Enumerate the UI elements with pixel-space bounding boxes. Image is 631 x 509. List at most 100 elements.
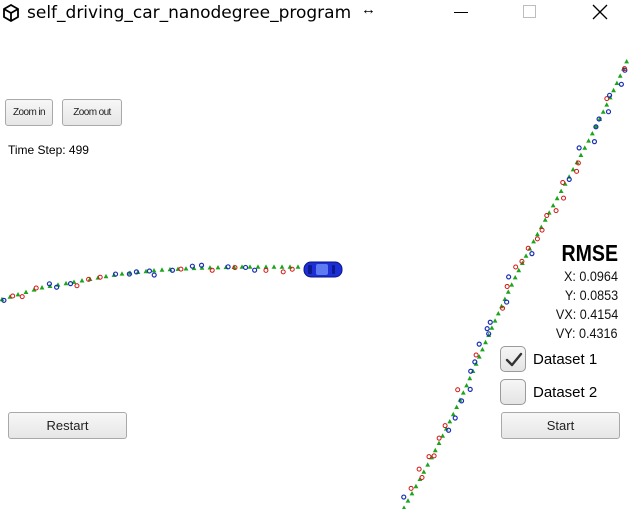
estimate-marker (460, 390, 466, 395)
estimate-marker (79, 278, 85, 283)
lidar-marker (525, 245, 531, 251)
radar-marker (126, 271, 132, 277)
estimate-marker (582, 145, 588, 150)
resize-horizontal-icon[interactable]: ↔ (361, 1, 376, 18)
radar-marker (151, 272, 157, 278)
rmse-vx-label: VX: (555, 306, 576, 322)
radar-marker (112, 271, 119, 277)
rmse-y-label: Y: (564, 287, 576, 303)
estimate-marker (413, 483, 419, 489)
lidar-marker (504, 283, 510, 289)
estimate-marker (554, 195, 560, 201)
radar-marker (401, 494, 407, 500)
rmse-vy-label: VY: (556, 325, 576, 341)
estimate-marker (542, 217, 548, 222)
estimate-marker (263, 264, 269, 269)
radar-marker (576, 145, 582, 151)
estimate-marker (63, 280, 69, 286)
estimate-marker (489, 325, 495, 330)
lidar-marker (97, 274, 103, 280)
lidar-marker (209, 267, 215, 273)
estimate-marker (604, 102, 610, 107)
lidar-marker (544, 212, 550, 218)
car-icon (303, 261, 343, 278)
lidar-marker (442, 423, 448, 429)
estimate-marker (440, 433, 446, 438)
estimate-marker (454, 404, 460, 409)
lidar-marker (519, 258, 525, 264)
estimate-marker (624, 59, 630, 64)
estimate-marker (167, 266, 173, 272)
estimate-marker (535, 231, 540, 237)
dataset-2-label[interactable]: Dataset 2 (533, 384, 598, 401)
estimate-marker (614, 80, 620, 85)
radar-marker (146, 268, 153, 274)
lidar-marker (431, 453, 437, 459)
lidar-marker (419, 475, 425, 481)
estimate-marker (593, 123, 599, 129)
lidar-marker (289, 266, 295, 272)
estimate-marker (447, 419, 453, 424)
estimate-marker (578, 152, 584, 157)
lidar-marker (534, 236, 540, 242)
start-button[interactable]: Start (501, 412, 620, 439)
radar-marker (198, 262, 205, 268)
lidar-marker (86, 276, 92, 282)
dataset-2-checkbox[interactable] (500, 379, 526, 405)
radar-marker (618, 81, 624, 87)
radar-marker (467, 386, 473, 392)
estimate-marker (15, 292, 21, 297)
lidar-marker (33, 285, 39, 291)
rmse-y: Y: 0.0853 (565, 287, 618, 303)
radar-marker (486, 331, 492, 337)
estimate-marker (405, 498, 411, 503)
lidar-marker (178, 266, 184, 272)
lidar-marker (574, 168, 580, 174)
time-step-value: 499 (68, 143, 89, 157)
minimize-button[interactable] (438, 0, 484, 26)
lidar-marker (408, 485, 414, 491)
time-step: Time Step: 499 (8, 143, 89, 157)
radar-marker (445, 427, 452, 433)
unity-icon (3, 4, 19, 22)
dataset-1-label[interactable]: Dataset 1 (533, 351, 598, 368)
zoom-out-button[interactable]: Zoom out (62, 99, 122, 126)
rmse-vx: VX: 0.4154 (556, 306, 618, 322)
zoom-in-button[interactable]: Zoom in (5, 99, 53, 126)
dataset-1-checkbox[interactable] (500, 346, 526, 372)
estimate-marker (295, 264, 301, 269)
estimate-marker (247, 264, 253, 269)
estimate-marker (103, 273, 109, 279)
estimate-marker (505, 289, 511, 294)
close-button[interactable] (577, 0, 623, 26)
radar-marker (242, 264, 249, 271)
radar-marker (133, 269, 140, 275)
estimate-marker (617, 73, 623, 78)
rmse-vx-value: 0.4154 (579, 306, 618, 322)
rmse-x-label: X: (564, 268, 576, 284)
lidar-marker (426, 454, 432, 460)
estimate-marker (558, 188, 564, 193)
lidar-marker (539, 227, 545, 233)
radar-marker (67, 281, 74, 287)
lidar-marker (473, 352, 479, 358)
estimate-marker (87, 276, 93, 282)
estimate-marker (480, 347, 485, 352)
lidar-marker (416, 466, 422, 472)
estimate-marker (509, 282, 515, 287)
lidar-marker (232, 265, 238, 271)
estimate-marker (464, 383, 469, 388)
maximize-button[interactable] (507, 0, 553, 26)
measurement-markers (0, 59, 630, 509)
estimate-marker (271, 264, 277, 269)
estimate-marker (409, 491, 415, 496)
lidar-marker (280, 269, 286, 275)
radar-marker (458, 398, 465, 404)
estimate-marker (611, 87, 616, 93)
restart-button[interactable]: Restart (8, 412, 127, 439)
radar-marker (504, 299, 510, 305)
estimate-marker (562, 181, 568, 186)
lidar-marker (561, 195, 567, 201)
lidar-marker (513, 264, 519, 270)
estimate-marker (183, 266, 189, 271)
